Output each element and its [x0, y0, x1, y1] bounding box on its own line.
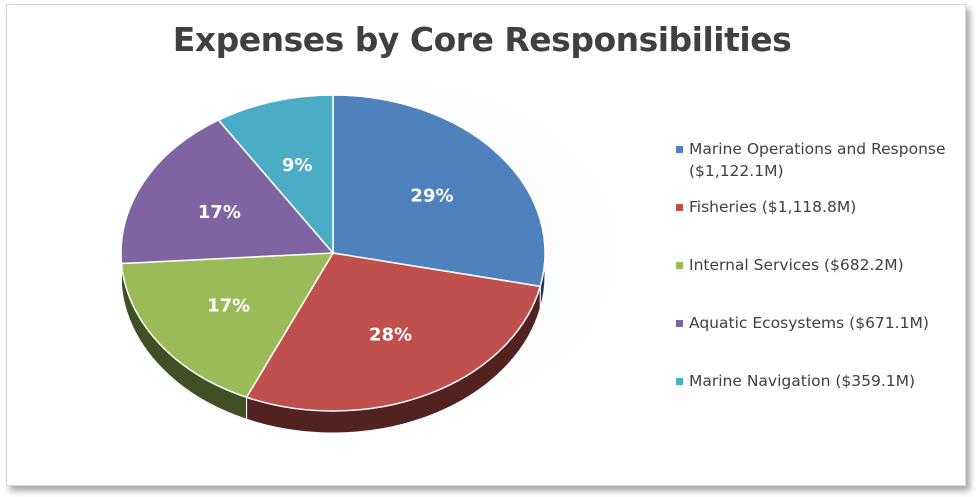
pie-percent-label-1: 29%: [410, 185, 453, 206]
legend-swatch-4: [676, 320, 683, 327]
pie-slice-5: [217, 94, 334, 256]
pie-slice-1: [332, 94, 546, 288]
pie-slice-2: [245, 252, 542, 412]
legend-label-4: Aquatic Ecosystems ($671.1M): [689, 314, 929, 332]
legend-swatch-1: [676, 146, 683, 153]
legend-swatch-2: [676, 204, 683, 211]
legend-label-2: Fisheries ($1,118.8M): [689, 198, 857, 216]
chart-title: Expenses by Core Responsibilities: [172, 20, 792, 59]
legend-label-1: Marine Operations and Response ($1,122.1…: [689, 140, 946, 180]
legend-item-1: Marine Operations and Response ($1,122.1…: [676, 138, 966, 182]
legend-label-5: Marine Navigation ($359.1M): [689, 372, 916, 390]
legend-item-5: Marine Navigation ($359.1M): [676, 370, 966, 392]
legend-item-2: Fisheries ($1,118.8M): [676, 196, 966, 218]
legend-label-3: Internal Services ($682.2M): [689, 256, 904, 274]
pie-percent-label-3: 17%: [207, 295, 250, 316]
pie-percent-label-5: 9%: [282, 155, 313, 176]
pie-slice-4: [120, 119, 335, 265]
pie-percent-label-2: 28%: [369, 325, 412, 346]
legend-swatch-3: [676, 262, 683, 269]
pie-slice-3: [120, 252, 335, 399]
legend-swatch-5: [676, 378, 683, 385]
legend-item-4: Aquatic Ecosystems ($671.1M): [676, 312, 966, 334]
pie-percent-label-4: 17%: [198, 202, 241, 223]
legend-item-3: Internal Services ($682.2M): [676, 254, 966, 276]
